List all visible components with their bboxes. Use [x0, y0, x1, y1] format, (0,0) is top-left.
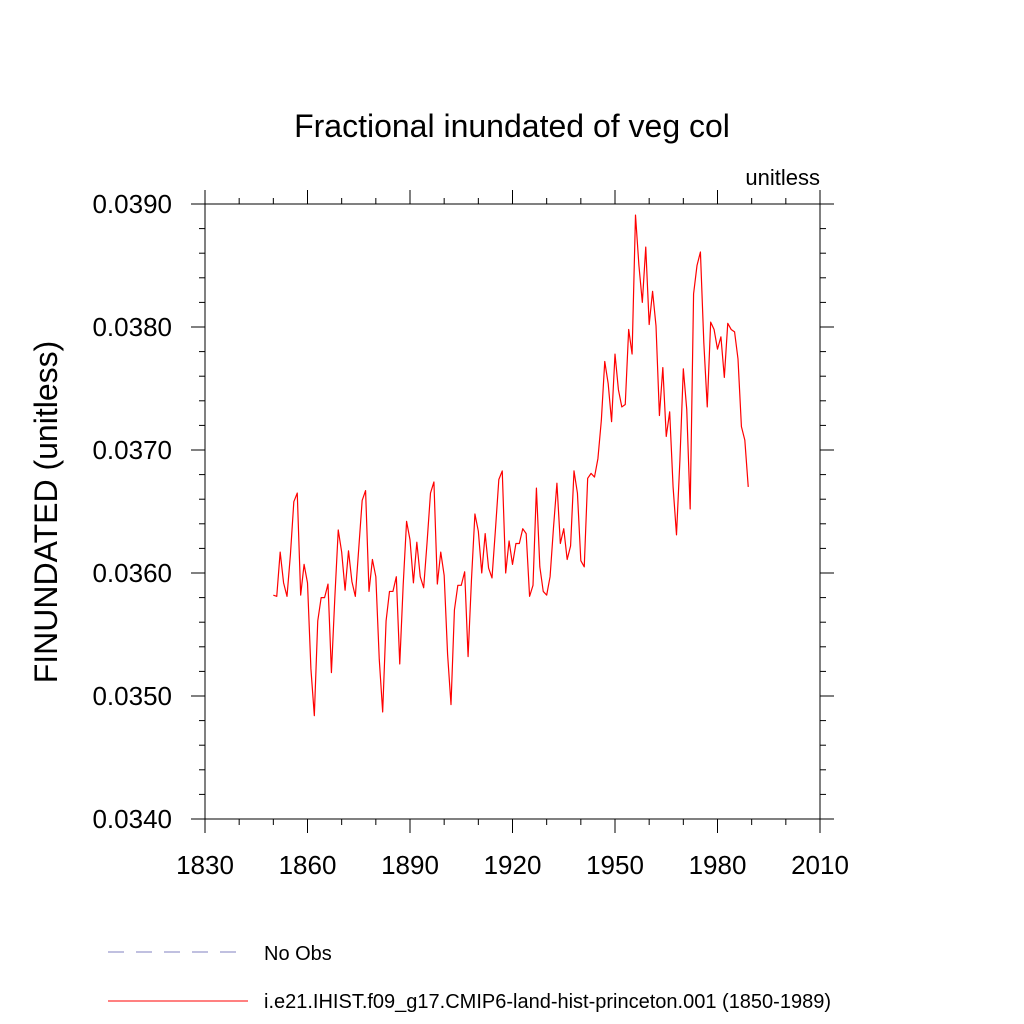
x-tick-label: 1920 [484, 850, 542, 880]
x-ticks: 1830 1860 1890 1920 1950 1980 2010 [176, 190, 849, 880]
chart-title: Fractional inundated of veg col [294, 108, 730, 144]
y-tick-label: 0.0340 [92, 804, 172, 834]
y-tick-label: 0.0380 [92, 312, 172, 342]
y-ticks: 0.0340 0.0350 0.0360 0.0370 0.0380 0.0390 [92, 189, 834, 834]
series-line-model [273, 214, 749, 717]
legend: No Obs i.e21.IHIST.f09_g17.CMIP6-land-hi… [108, 943, 831, 1013]
units-label: unitless [745, 165, 820, 190]
legend-label-model: i.e21.IHIST.f09_g17.CMIP6-land-hist-prin… [264, 991, 831, 1013]
y-tick-label: 0.0350 [92, 681, 172, 711]
x-tick-label: 1980 [689, 850, 747, 880]
y-tick-label: 0.0370 [92, 435, 172, 465]
x-tick-label: 2010 [791, 850, 849, 880]
legend-label-no-obs: No Obs [264, 943, 332, 965]
y-axis-label: FINUNDATED (unitless) [28, 341, 64, 684]
x-tick-label: 1830 [176, 850, 234, 880]
series-layer [273, 214, 749, 717]
y-tick-label: 0.0360 [92, 558, 172, 588]
plot-frame [204, 203, 821, 820]
y-tick-label: 0.0390 [92, 189, 172, 219]
x-tick-label: 1860 [279, 850, 337, 880]
x-tick-label: 1950 [586, 850, 644, 880]
x-tick-label: 1890 [381, 850, 439, 880]
